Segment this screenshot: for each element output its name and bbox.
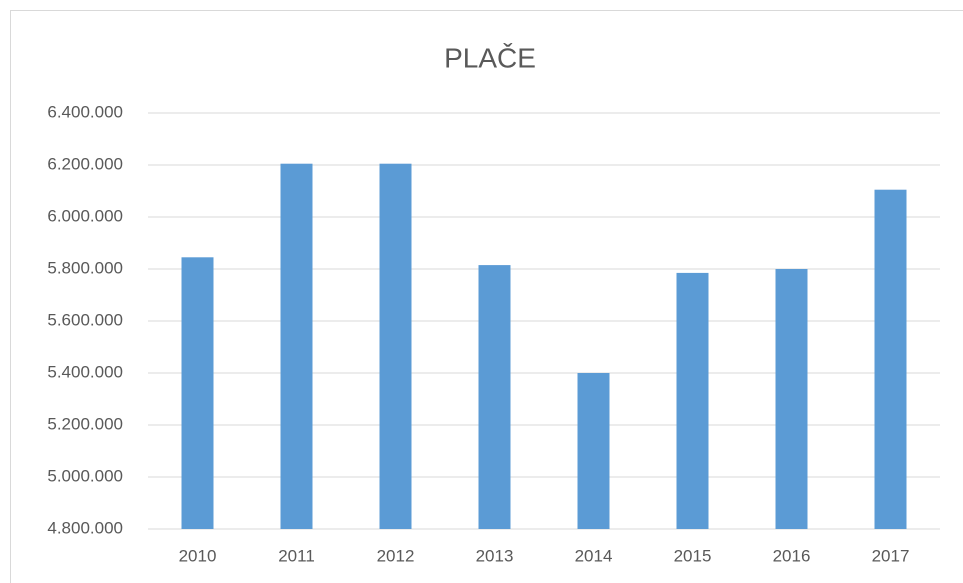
x-tick-label: 2016 (773, 546, 811, 565)
y-tick-label: 6.400.000 (47, 102, 123, 121)
x-tick-label: 2015 (674, 546, 712, 565)
x-tick-label: 2014 (575, 546, 613, 565)
bar (280, 163, 313, 529)
y-tick-label: 4.800.000 (47, 518, 123, 537)
y-tick-label: 5.400.000 (47, 362, 123, 381)
x-tick-label: 2017 (872, 546, 910, 565)
x-tick-label: 2012 (377, 546, 415, 565)
x-tick-label: 2011 (278, 546, 315, 565)
bar (775, 269, 808, 529)
x-tick-label: 2013 (476, 546, 514, 565)
chart-title: PLAČE (444, 42, 536, 73)
bar (874, 189, 907, 529)
y-tick-label: 6.000.000 (47, 206, 123, 225)
bar (577, 373, 610, 529)
bar (181, 257, 214, 529)
bar (379, 163, 412, 529)
y-tick-label: 5.600.000 (47, 310, 123, 329)
y-tick-label: 6.200.000 (47, 154, 123, 173)
y-tick-label: 5.800.000 (47, 258, 123, 277)
y-tick-label: 5.000.000 (47, 466, 123, 485)
bar (676, 272, 709, 529)
x-tick-label: 2010 (179, 546, 217, 565)
bar (478, 265, 511, 529)
y-tick-label: 5.200.000 (47, 414, 123, 433)
